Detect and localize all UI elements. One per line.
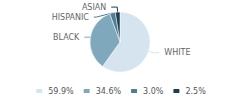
- svg-text:2.5%: 2.5%: [185, 87, 206, 96]
- svg-text:HISPANIC: HISPANIC: [52, 13, 90, 22]
- svg-text:WHITE: WHITE: [164, 48, 190, 57]
- svg-text:34.6%: 34.6%: [96, 87, 122, 96]
- svg-text:ASIAN: ASIAN: [82, 3, 106, 12]
- svg-text:59.9%: 59.9%: [48, 87, 74, 96]
- svg-text:3.0%: 3.0%: [143, 87, 164, 96]
- svg-text:BLACK: BLACK: [53, 33, 80, 42]
